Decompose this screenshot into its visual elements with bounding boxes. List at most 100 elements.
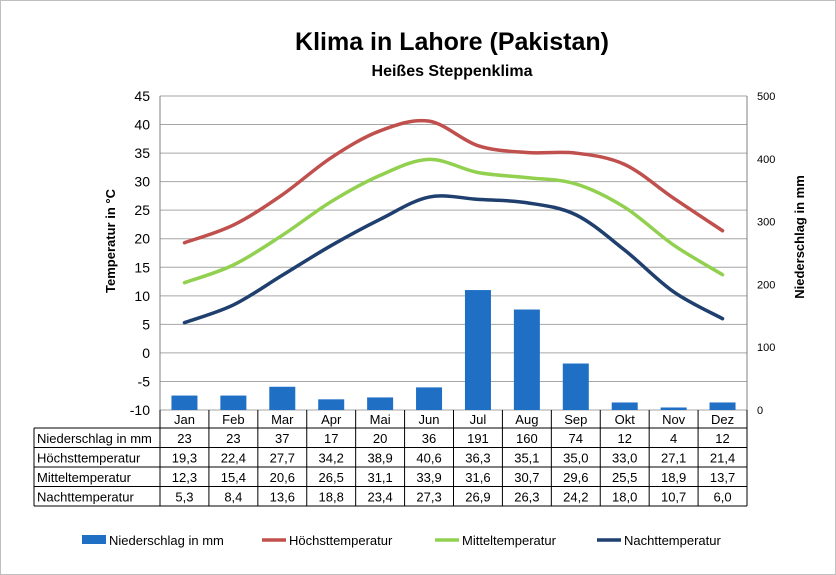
axes: 45 40 35 30 25 20 15 10 5 0 -5 -10 500 400 300 200 100 0 bbox=[130, 88, 776, 418]
table-cell: 160 bbox=[516, 431, 538, 446]
table-cell: 74 bbox=[569, 431, 583, 446]
table-cell: 27,1 bbox=[661, 450, 686, 465]
table-cell: 12 bbox=[715, 431, 729, 446]
table-cell: 34,2 bbox=[319, 450, 344, 465]
table-row-label: Mitteltemperatur bbox=[37, 470, 132, 485]
precipitation-bar bbox=[611, 402, 638, 410]
table-cell: 22,4 bbox=[221, 450, 246, 465]
x-tick-label: Aug bbox=[515, 412, 538, 427]
table-cell: 35,0 bbox=[563, 450, 588, 465]
table-cell: 29,6 bbox=[563, 470, 588, 485]
table-cell: 30,7 bbox=[514, 470, 539, 485]
y-tick-label: 25 bbox=[134, 202, 150, 218]
table-cell: 10,7 bbox=[661, 489, 686, 504]
legend-label: Niederschlag in mm bbox=[109, 533, 224, 548]
data-table: Jan Feb Mar Apr Mai Jun Jul Aug Sep Okt Nov Dez Nied… bbox=[33, 410, 748, 507]
table-cell: 24,2 bbox=[563, 489, 588, 504]
table-cell: 20,6 bbox=[270, 470, 295, 485]
table-row-label: Höchsttemperatur bbox=[37, 450, 141, 465]
y-tick-label: 0 bbox=[142, 345, 150, 361]
y2-tick-label: 0 bbox=[757, 405, 763, 417]
x-tick-label: Dez bbox=[711, 412, 734, 427]
table-cell: 12,3 bbox=[172, 470, 197, 485]
table-cell: 13,7 bbox=[710, 470, 735, 485]
precipitation-bar bbox=[171, 395, 198, 410]
table-cell: 25,5 bbox=[612, 470, 637, 485]
table-cell: 12 bbox=[617, 431, 631, 446]
table-cell: 31,1 bbox=[367, 470, 392, 485]
precipitation-bar bbox=[709, 402, 736, 410]
precipitation-bar bbox=[220, 395, 247, 410]
table-cell: 40,6 bbox=[416, 450, 441, 465]
x-tick-label: Mar bbox=[271, 412, 294, 427]
series-line bbox=[182, 118, 725, 245]
series-line bbox=[182, 194, 725, 325]
x-tick-label: Nov bbox=[662, 412, 686, 427]
chart-title: Klima in Lahore (Pakistan) bbox=[295, 28, 609, 56]
y-tick-label: 30 bbox=[134, 174, 150, 190]
table-cell: 20 bbox=[373, 431, 387, 446]
table-cell: 38,9 bbox=[367, 450, 392, 465]
x-tick-label: Apr bbox=[321, 412, 342, 427]
table-cell: 36,3 bbox=[465, 450, 490, 465]
y2-tick-label: 400 bbox=[757, 154, 775, 166]
table-cell: 26,9 bbox=[465, 489, 490, 504]
table-cell: 15,4 bbox=[221, 470, 246, 485]
y-tick-label: 20 bbox=[134, 231, 150, 247]
table-cell: 18,0 bbox=[612, 489, 637, 504]
table-cell: 13,6 bbox=[270, 489, 295, 504]
y-tick-label: 35 bbox=[134, 145, 150, 161]
y-tick-label: -10 bbox=[130, 402, 150, 418]
precipitation-bar bbox=[416, 387, 443, 410]
table-cell: 36 bbox=[422, 431, 436, 446]
table-cell: 23 bbox=[177, 431, 191, 446]
table-cell: 191 bbox=[467, 431, 489, 446]
temperature-lines bbox=[182, 118, 725, 325]
table-cell: 19,3 bbox=[172, 450, 197, 465]
table-cell: 8,4 bbox=[224, 489, 242, 504]
x-tick-label: Jun bbox=[419, 412, 440, 427]
y2-tick-label: 500 bbox=[757, 91, 775, 103]
table-cell: 33,9 bbox=[416, 470, 441, 485]
precipitation-bar bbox=[513, 309, 540, 410]
precipitation-bar bbox=[464, 290, 491, 410]
precipitation-bars bbox=[171, 290, 736, 410]
y-tick-label: 40 bbox=[134, 117, 150, 133]
x-tick-label: Jul bbox=[470, 412, 487, 427]
table-cell: 37 bbox=[275, 431, 289, 446]
y-axis-label: Temperatur in °C bbox=[103, 188, 118, 293]
y2-axis-label: Niederschlag in mm bbox=[792, 175, 807, 299]
chart-subtitle: Heißes Steppenklima bbox=[372, 63, 533, 80]
gridlines bbox=[160, 95, 747, 411]
y-tick-label: -5 bbox=[138, 373, 151, 389]
x-tick-label: Jan bbox=[174, 412, 195, 427]
precipitation-bar bbox=[367, 397, 394, 410]
y2-tick-label: 300 bbox=[757, 217, 775, 229]
x-tick-label: Sep bbox=[564, 412, 587, 427]
y2-tick-label: 200 bbox=[757, 279, 775, 291]
y-tick-label: 15 bbox=[134, 259, 150, 275]
y-tick-label: 10 bbox=[134, 288, 150, 304]
legend-label: Mitteltemperatur bbox=[462, 533, 557, 548]
legend-label: Höchsttemperatur bbox=[289, 533, 393, 548]
table-cell: 18,8 bbox=[319, 489, 344, 504]
table-cell: 23 bbox=[226, 431, 240, 446]
table-cell: 23,4 bbox=[367, 489, 392, 504]
table-cell: 26,5 bbox=[319, 470, 344, 485]
table-cell: 27,3 bbox=[416, 489, 441, 504]
table-row-label: Niederschlag in mm bbox=[37, 431, 152, 446]
y-tick-label: 45 bbox=[134, 88, 150, 104]
table-cell: 4 bbox=[670, 431, 677, 446]
y-tick-label: 5 bbox=[142, 316, 150, 332]
table-cell: 21,4 bbox=[710, 450, 735, 465]
table-cell: 27,7 bbox=[270, 450, 295, 465]
table-cell: 5,3 bbox=[175, 489, 193, 504]
precipitation-bar bbox=[562, 363, 589, 410]
table-cell: 33,0 bbox=[612, 450, 637, 465]
table-cell: 35,1 bbox=[514, 450, 539, 465]
precipitation-bar bbox=[318, 399, 345, 410]
precipitation-bar bbox=[660, 407, 687, 410]
y2-tick-label: 100 bbox=[757, 342, 775, 354]
table-cell: 6,0 bbox=[714, 489, 732, 504]
